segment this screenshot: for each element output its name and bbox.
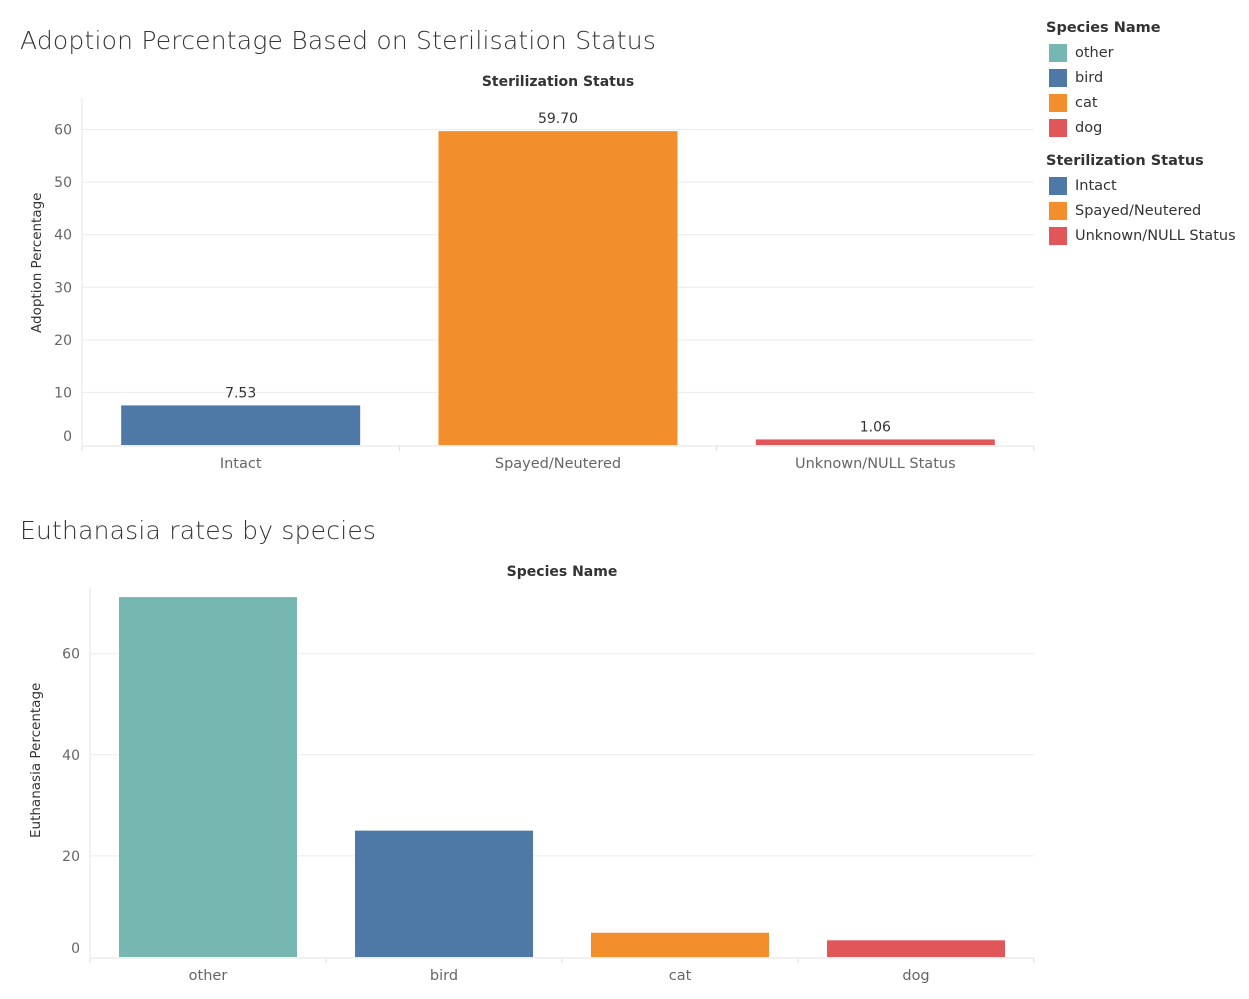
chart1-bar-spayed-neutered <box>438 131 678 445</box>
legend-label-bird: bird <box>1075 69 1104 86</box>
chart1-value-label-intact: 7.53 <box>225 385 256 401</box>
chart1-y-tick-label: 50 <box>54 175 72 191</box>
chart1-y-tick-label: 0 <box>63 429 72 445</box>
legend-item-bird[interactable]: bird <box>1046 65 1161 90</box>
chart1-column-header: Sterilization Status <box>481 74 635 90</box>
chart2-bar-cat <box>591 932 769 957</box>
sterilization-legend-title: Sterilization Status <box>1046 153 1204 169</box>
legend-swatch-cat <box>1049 93 1067 112</box>
chart2-x-label-other: other <box>189 968 228 984</box>
legend-swatch-bird <box>1049 68 1067 87</box>
chart2-title: Euthanasia rates by species <box>20 516 377 545</box>
sterilization-legend: Sterilization Status Intact Spayed/Neute… <box>1046 153 1236 248</box>
chart1-y-tick-label: 10 <box>54 385 72 401</box>
chart1-y-tick-label: 60 <box>54 123 72 139</box>
legend-swatch-other <box>1049 43 1067 62</box>
chart1-y-tick-label: 40 <box>54 228 72 244</box>
chart2-y-tick-label: 0 <box>71 941 80 957</box>
chart1-y-tick-label: 20 <box>54 333 72 349</box>
legend-item-cat[interactable]: cat <box>1046 90 1161 115</box>
chart2-bar-other <box>119 597 297 957</box>
chart1-value-label-spayed-neutered: 59.70 <box>538 111 578 127</box>
chart2-y-tick-label: 20 <box>62 849 80 865</box>
chart1-x-label-spayed-neutered: Spayed/Neutered <box>495 456 621 472</box>
chart1-title: Adoption Percentage Based on Sterilisati… <box>20 26 657 55</box>
legend-item-dog[interactable]: dog <box>1046 115 1161 140</box>
chart2-x-label-dog: dog <box>902 968 929 984</box>
legend-swatch-dog <box>1049 118 1067 137</box>
chart2-x-label-cat: cat <box>669 968 692 984</box>
chart2-y-tick-label: 40 <box>62 748 80 764</box>
legend-label-other: other <box>1075 44 1114 61</box>
species-legend-title: Species Name <box>1046 20 1161 36</box>
legend-label-dog: dog <box>1075 119 1103 136</box>
chart1-x-label-unknown-null-status: Unknown/NULL Status <box>795 456 956 472</box>
species-legend: Species Name other bird cat dog <box>1046 20 1161 140</box>
chart1-y-tick-label: 30 <box>54 280 72 296</box>
chart1-bar-intact <box>121 405 361 445</box>
chart2-column-header: Species Name <box>506 564 618 580</box>
chart1-value-label-unknown-null-status: 1.06 <box>860 419 891 435</box>
legend-label-spayed-neutered: Spayed/Neutered <box>1075 202 1202 219</box>
legend-swatch-intact <box>1049 176 1067 195</box>
legend-item-spayed-neutered[interactable]: Spayed/Neutered <box>1046 198 1236 223</box>
chart2-bar-dog <box>827 940 1005 957</box>
chart2-y-tick-label: 60 <box>62 647 80 663</box>
legend-label-cat: cat <box>1075 94 1098 111</box>
legend-item-unknown-null[interactable]: Unknown/NULL Status <box>1046 223 1236 248</box>
chart2-bar-bird <box>355 830 533 957</box>
legend-swatch-spayed-neutered <box>1049 201 1067 220</box>
chart2-x-label-bird: bird <box>430 968 458 984</box>
chart1-x-label-intact: Intact <box>220 456 262 472</box>
legend-item-other[interactable]: other <box>1046 40 1161 65</box>
chart1-bar-unknown-null-status <box>755 439 995 445</box>
legend-item-intact[interactable]: Intact <box>1046 173 1236 198</box>
legend-swatch-unknown-null <box>1049 226 1067 245</box>
legend-label-unknown-null: Unknown/NULL Status <box>1075 227 1236 244</box>
legend-label-intact: Intact <box>1075 177 1117 194</box>
